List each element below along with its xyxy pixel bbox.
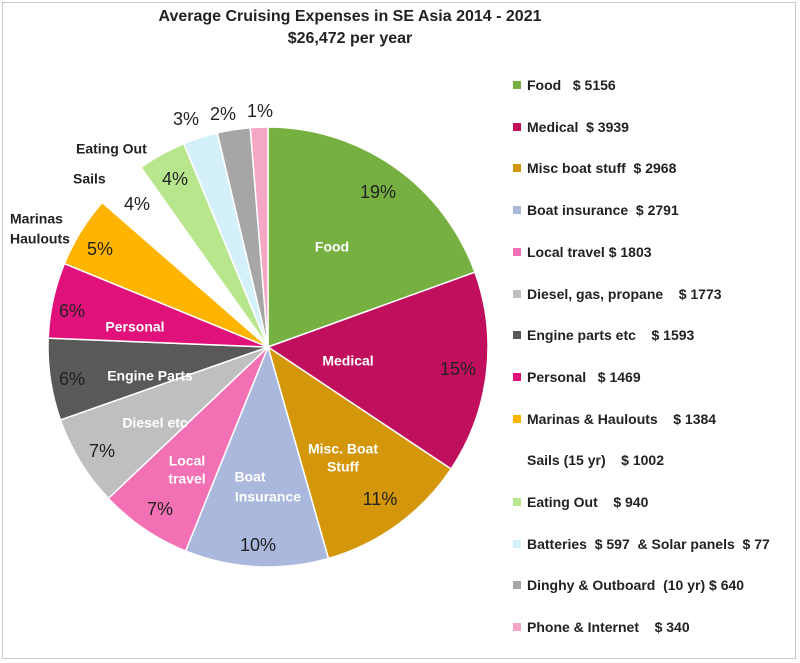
chart-subtitle: $26,472 per year: [287, 30, 413, 47]
legend-label: Food $ 5156: [527, 77, 616, 93]
percent-label: 11%: [363, 489, 398, 509]
legend-label: Sails (15 yr) $ 1002: [527, 452, 664, 469]
legend-item: Dinghy & Outboard (10 yr) $ 640: [513, 576, 744, 594]
legend-swatch: [513, 456, 521, 465]
slice-label: Boat: [234, 469, 265, 485]
legend-item: Phone & Internet $ 340: [513, 618, 690, 636]
slice-label: travel: [168, 471, 205, 487]
legend-swatch: [513, 331, 521, 340]
legend-label: Diesel, gas, propane $ 1773: [527, 285, 722, 302]
pie-slice: [266, 271, 489, 471]
percent-label: 5%: [87, 239, 113, 259]
slice-label: Diesel etc: [122, 415, 188, 431]
legend-swatch: [513, 498, 521, 506]
legend-swatch: [513, 81, 521, 89]
pie-slice: [249, 126, 269, 348]
percent-label: 7%: [147, 499, 173, 519]
slice-label: Medical: [322, 353, 373, 369]
legend-item: Boat insurance $ 2791: [513, 201, 679, 219]
slice-label: Personal: [105, 319, 164, 335]
legend-item: Local travel $ 1803: [513, 243, 652, 261]
legend-label: Eating Out $ 940: [527, 494, 649, 510]
percent-label: 15%: [440, 359, 476, 379]
legend-item: Engine parts etc $ 1593: [513, 326, 694, 344]
percent-label: 6%: [59, 301, 85, 321]
percent-label: 10%: [240, 535, 276, 555]
chart-title: Average Cruising Expenses in SE Asia 201…: [158, 8, 542, 25]
slice-label: Haulouts: [10, 231, 70, 247]
percent-label: 7%: [89, 441, 115, 461]
pie-slice: [184, 344, 330, 568]
slice-label: Insurance: [235, 489, 301, 505]
legend-swatch: [513, 623, 521, 632]
percent-label: 4%: [162, 169, 188, 189]
legend-item: Misc boat stuff $ 2968: [513, 159, 676, 177]
legend-label: Marinas & Haulouts $ 1384: [527, 410, 717, 427]
legend-item: Eating Out $ 940: [513, 493, 648, 511]
legend-label: Misc boat stuff $ 2968: [527, 160, 677, 177]
percent-label: 1%: [247, 101, 273, 121]
percent-label: 2%: [210, 104, 236, 124]
percent-label: 4%: [124, 194, 150, 214]
legend-swatch: [513, 289, 521, 298]
slice-label: Marinas: [10, 211, 63, 227]
percent-label: 3%: [173, 109, 199, 129]
legend-swatch: [513, 247, 521, 256]
legend-item: Diesel, gas, propane $ 1773: [513, 285, 722, 303]
legend-label: Personal $ 1469: [527, 368, 641, 385]
legend-item: Marinas & Haulouts $ 1384: [513, 410, 716, 428]
legend-item: Food $ 5156: [513, 76, 616, 94]
legend-label: Local travel $ 1803: [527, 243, 652, 260]
legend-label: Boat insurance $ 2791: [527, 202, 679, 219]
legend-swatch: [513, 581, 521, 590]
percent-label: 6%: [59, 369, 85, 389]
pie-slice: [267, 126, 476, 349]
legend-swatch: [513, 414, 521, 423]
slice-label: Engine Parts: [107, 368, 193, 384]
legend-item: Medical $ 3939: [513, 118, 629, 136]
legend-item: Personal $ 1469: [513, 368, 641, 386]
slice-label: Sails: [73, 171, 106, 187]
slice-label: Misc. Boat: [308, 441, 378, 457]
legend-swatch: [513, 206, 521, 215]
legend-label: Dinghy & Outboard (10 yr) $ 640: [527, 577, 745, 594]
slice-label: Local: [169, 453, 206, 469]
legend-swatch: [513, 164, 521, 173]
legend-swatch: [513, 122, 521, 131]
legend-label: Phone & Internet $ 340: [527, 619, 690, 636]
legend-label: Medical $ 3939: [527, 118, 629, 135]
slice-label: Eating Out: [76, 141, 147, 157]
percent-label: 19%: [360, 182, 396, 202]
legend-item: Batteries $ 597 & Solar panels $ 77: [513, 535, 770, 553]
slice-label: Stuff: [327, 459, 359, 475]
legend-swatch: [513, 539, 521, 548]
legend-label: Batteries $ 597 & Solar panels $ 77: [527, 535, 770, 552]
legend-swatch: [513, 372, 521, 381]
slice-label: Food: [315, 239, 349, 255]
legend-label: Engine parts etc $ 1593: [527, 327, 695, 344]
legend-item: Sails (15 yr) $ 1002: [513, 451, 664, 469]
